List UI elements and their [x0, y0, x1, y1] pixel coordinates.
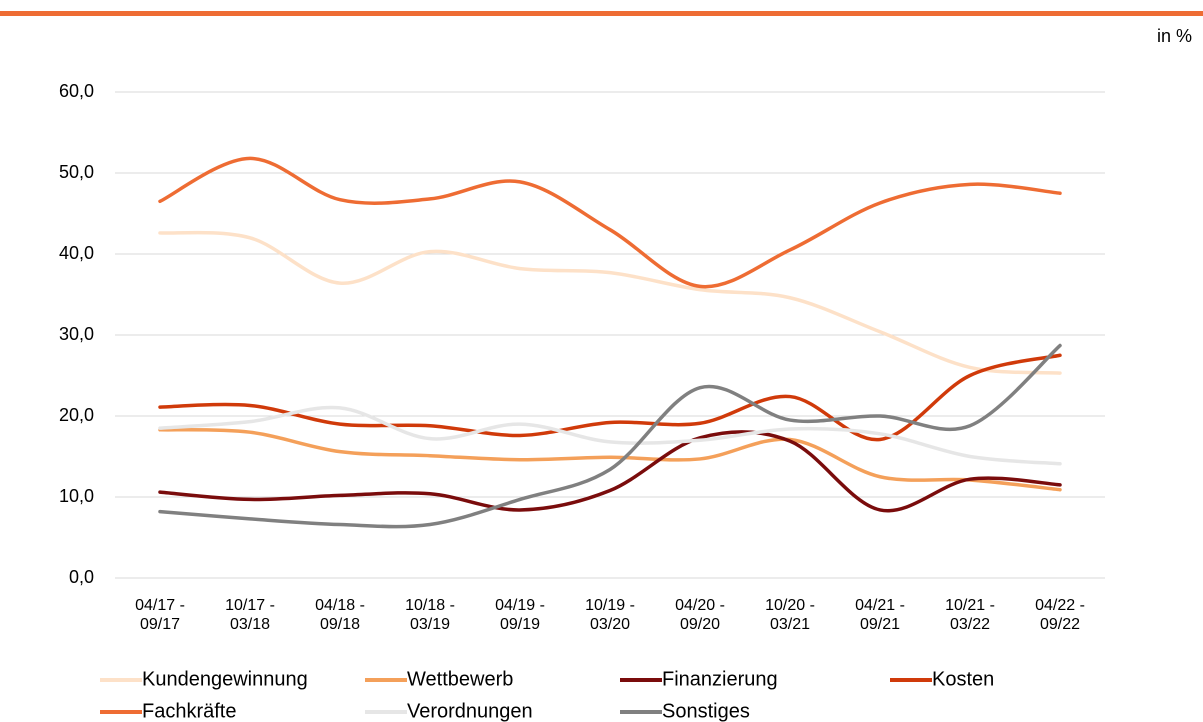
x-tick-label: 04/18 - 09/18 [315, 597, 365, 633]
x-tick-label: 04/17 - 09/17 [135, 597, 185, 633]
line-series [158, 405, 1062, 466]
x-tick-label: 10/19 - 03/20 [585, 597, 635, 633]
x-tick-label: 10/21 - 03/22 [945, 597, 995, 633]
line-series [158, 230, 1062, 375]
y-tick-label: 0,0 [69, 567, 94, 587]
line-series [158, 353, 1062, 442]
y-tick-label: 60,0 [59, 81, 94, 101]
line-series [158, 430, 1062, 513]
legend-label: Sonstiges [662, 700, 750, 722]
legend-label: Kosten [932, 668, 994, 690]
legend-label: Kundengewinnung [142, 668, 308, 690]
x-tick-label: 10/18 - 03/19 [405, 597, 455, 633]
x-tick-label: 04/19 - 09/19 [495, 597, 545, 633]
y-tick-label: 20,0 [59, 405, 94, 425]
y-tick-label: 50,0 [59, 162, 94, 182]
legend-label: Finanzierung [662, 668, 778, 690]
x-tick-label: 04/22 - 09/22 [1035, 597, 1085, 633]
legend-label: Fachkräfte [142, 700, 236, 722]
x-tick-label: 04/20 - 09/20 [675, 597, 725, 633]
x-tick-label: 10/17 - 03/18 [225, 597, 275, 633]
line-series [158, 343, 1062, 529]
accent-bar [0, 11, 1203, 16]
x-tick-label: 10/20 - 03/21 [765, 597, 815, 633]
y-tick-label: 10,0 [59, 486, 94, 506]
x-tick-label: 04/21 - 09/21 [855, 597, 905, 633]
legend-label: Wettbewerb [407, 668, 513, 690]
line-series [158, 428, 1062, 492]
line-series [158, 156, 1062, 289]
legend-label: Verordnungen [407, 700, 533, 722]
y-tick-label: 30,0 [59, 324, 94, 344]
unit-label: in % [1157, 26, 1192, 46]
y-tick-label: 40,0 [59, 243, 94, 263]
